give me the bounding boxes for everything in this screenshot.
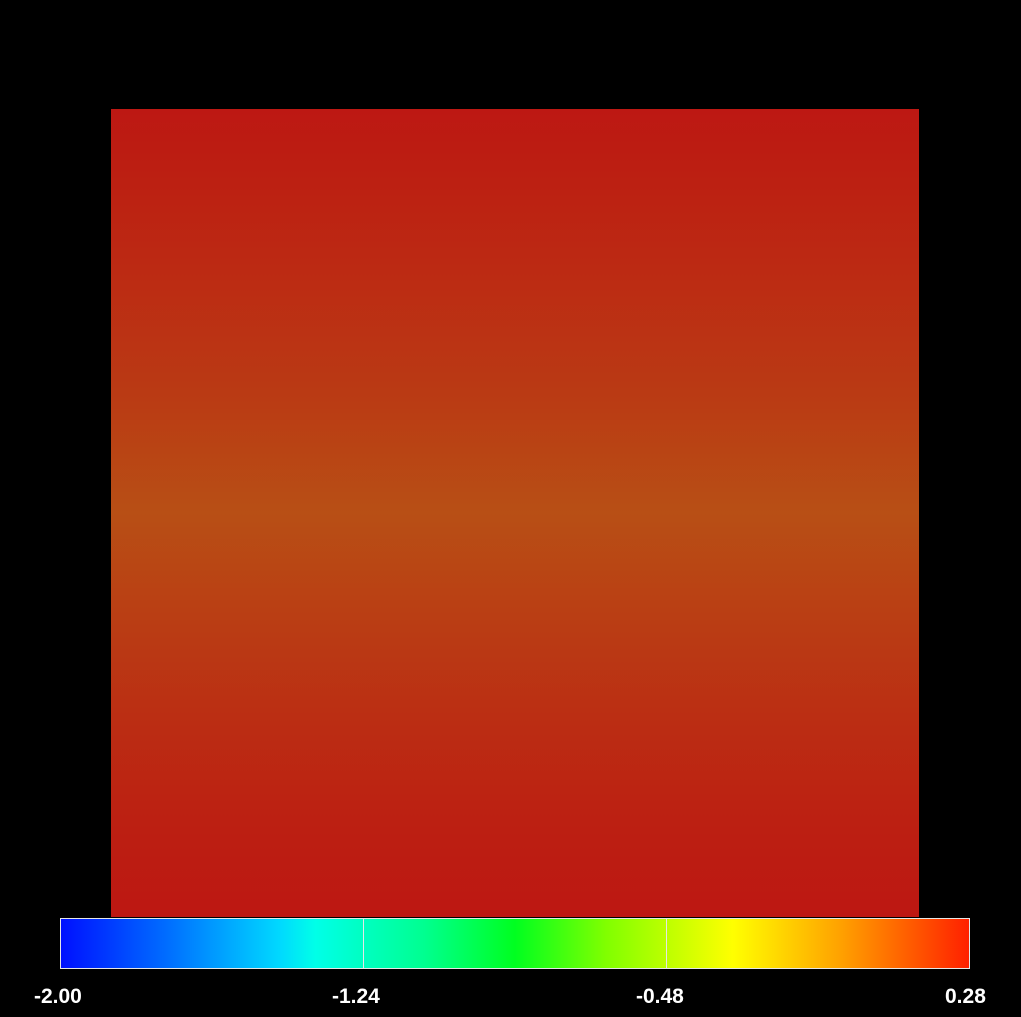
- colorbar-tick-label: -2.00: [34, 985, 82, 1008]
- heatmap-field: [111, 109, 919, 917]
- colorbar-tick-label: -0.48: [636, 985, 684, 1008]
- colorbar: [60, 918, 970, 969]
- colorbar-divider: [363, 919, 364, 968]
- colorbar-tick-label: 0.28: [945, 985, 986, 1008]
- colorbar-tick-label: -1.24: [332, 985, 380, 1008]
- colorbar-divider: [666, 919, 667, 968]
